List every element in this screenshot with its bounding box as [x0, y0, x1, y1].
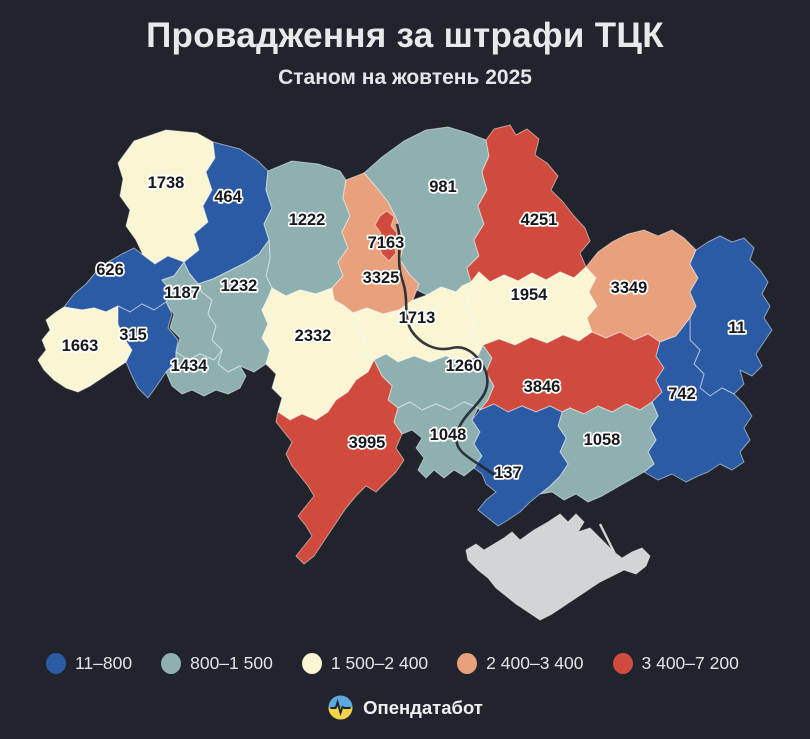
region-value-kirovohrad: 1260 [446, 357, 483, 375]
legend-label: 3 400–7 200 [641, 652, 739, 673]
region-value-rivne: 464 [214, 188, 242, 206]
region-zakarpattia [37, 305, 133, 393]
region-kyiv-city [374, 210, 398, 262]
legend-swatch-icon [612, 652, 633, 674]
region-crimea [465, 513, 651, 621]
legend-item-2: 800–1 500 [161, 652, 273, 674]
opendatabot-logo-icon [328, 695, 353, 720]
region-dnipro [479, 331, 665, 415]
page-title: Провадження за штрафи ТЦК [146, 16, 664, 55]
region-mykolaiv [393, 401, 483, 479]
region-value-cherkasy: 1713 [399, 309, 436, 327]
region-chernivtsi [165, 349, 247, 397]
legend-item-4: 2 400–3 400 [457, 652, 584, 674]
region-value-odesa: 3995 [349, 434, 386, 452]
legend-label: 1 500–2 400 [330, 652, 429, 673]
header: Провадження за штрафи ТЦК Станом на жовт… [0, 16, 810, 90]
arabat-spit [598, 523, 618, 557]
region-value-chernivtsi: 1434 [171, 357, 209, 375]
legend: 11–800 800–1 500 1 500–2 400 2 400–3 400 3 4… [46, 648, 790, 678]
legend-swatch-icon [457, 652, 478, 674]
region-value-kharkiv: 3349 [611, 279, 648, 297]
region-value-poltava: 1954 [511, 286, 549, 304]
region-odesa [275, 359, 405, 565]
region-value-volyn: 1738 [148, 174, 185, 192]
region-value-luhansk: 11 [728, 319, 745, 337]
region-value-zaporizhzhia: 1058 [584, 431, 621, 449]
legend-item-1: 11–800 [46, 652, 133, 674]
region-value-chernihiv: 981 [429, 178, 457, 196]
region-value-sumy: 4251 [521, 211, 558, 229]
region-donetsk [643, 317, 753, 483]
legend-item-3: 1 500–2 400 [301, 652, 429, 674]
region-value-zhytomyr: 1222 [289, 211, 326, 229]
region-value-mykolaiv: 1048 [430, 426, 467, 444]
region-value-dnipro: 3846 [524, 378, 561, 396]
region-value-kyiv-city: 7163 [368, 234, 405, 252]
region-value-donetsk: 742 [668, 385, 696, 403]
brand-name: Опендатабот [363, 696, 483, 718]
region-value-vinnytsia: 2332 [295, 327, 332, 345]
region-value-khmelnytskyi: 1232 [221, 277, 258, 295]
legend-label: 2 400–3 400 [486, 652, 584, 673]
region-kherson [471, 403, 569, 527]
region-poltava [461, 266, 598, 346]
legend-label: 800–1 500 [190, 652, 273, 673]
region-value-lviv: 626 [96, 261, 124, 279]
legend-swatch-icon [161, 652, 182, 674]
region-value-ternopil: 1187 [164, 284, 200, 302]
footer: Опендатабот [0, 694, 810, 721]
legend-swatch-icon [301, 652, 322, 674]
legend-label: 11–800 [75, 652, 133, 673]
region-value-kherson: 137 [494, 464, 522, 482]
legend-item-5: 3 400–7 200 [612, 652, 739, 674]
region-value-zakarpattia: 1663 [62, 337, 99, 355]
legend-swatch-icon [46, 652, 66, 674]
region-value-ivano-frankivsk: 315 [119, 326, 147, 344]
page-subtitle: Станом на жовтень 2025 [278, 66, 532, 89]
dnipro-river [395, 223, 498, 479]
region-value-kyiv-oblast: 3325 [363, 269, 400, 287]
